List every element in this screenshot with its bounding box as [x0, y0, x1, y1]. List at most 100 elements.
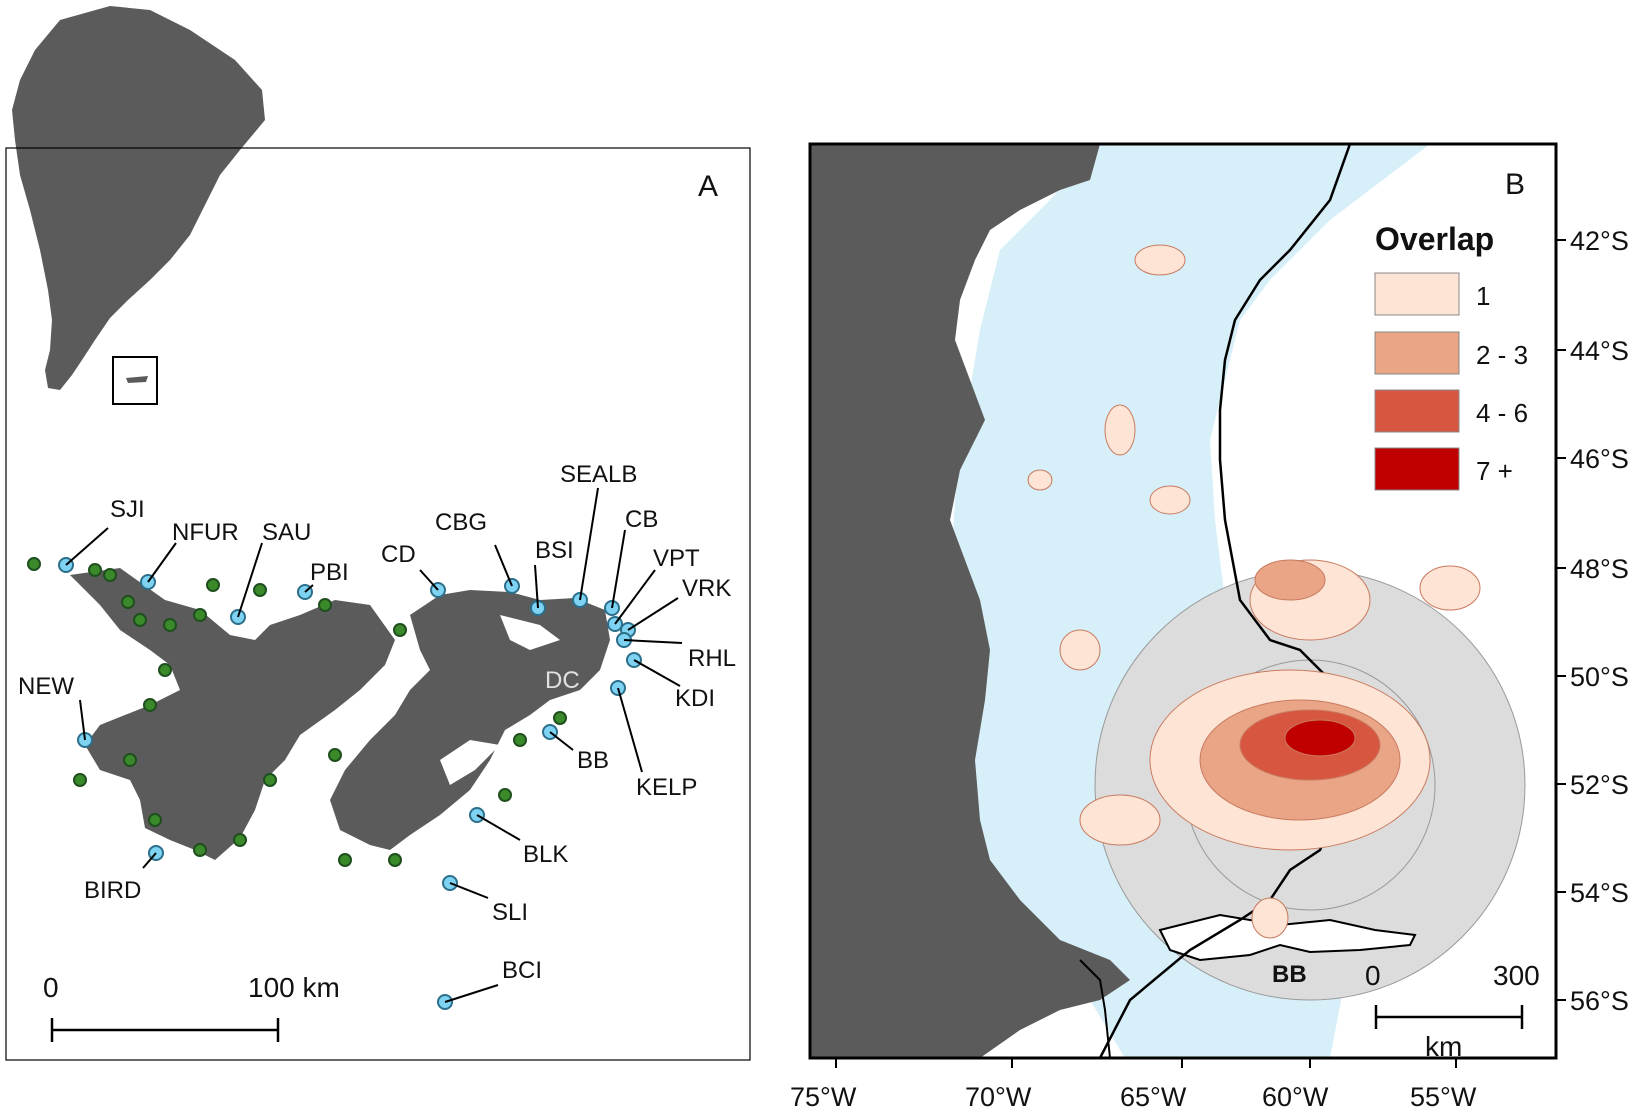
leader-line: [623, 639, 683, 644]
colony-dot: [388, 853, 402, 867]
colony-dot: [263, 773, 277, 787]
leader-line: [633, 659, 681, 687]
leader-line: [65, 527, 109, 566]
panel-a: A: [5, 147, 751, 1061]
leader-line: [147, 542, 177, 583]
latitude-labels: 42°S 44°S 46°S 48°S 50°S 52°S 54°S 56°S: [1570, 226, 1629, 1016]
legend-title: Overlap: [1375, 221, 1494, 257]
north-inlet: [500, 615, 560, 650]
colony-dots-green: [27, 557, 567, 867]
site-label-new: NEW: [18, 673, 74, 700]
leader-line: [142, 852, 157, 869]
falklands-inset-box: [112, 356, 158, 405]
legend-label-1: 1: [1476, 281, 1490, 311]
tierra-del-fuego: [1158, 913, 1417, 962]
patagonia-landmass: [810, 144, 1130, 1058]
panel-a-scale-bar: 0 100 km: [43, 972, 340, 1042]
colony-dot: [498, 788, 512, 802]
latitude-axis: [1556, 239, 1566, 1001]
site-label-cd: CD: [381, 541, 416, 568]
site-label-kdi: KDI: [675, 685, 715, 712]
colony-dot: [318, 598, 332, 612]
leader-line: [419, 569, 439, 591]
argentina-chile-border: [1079, 959, 1111, 1058]
colony-dot: [393, 623, 407, 637]
scale-bar-end: 100 km: [248, 972, 340, 1003]
west-falkland-island: [70, 568, 395, 860]
leader-line: [549, 731, 574, 751]
lat-label: 56°S: [1570, 986, 1629, 1016]
leader-line: [79, 699, 86, 741]
site-label-bsi: BSI: [535, 537, 574, 564]
colony-dot: [233, 833, 247, 847]
overlap-patch: [1419, 565, 1481, 611]
colony-dot: [103, 568, 117, 582]
leader-line: [611, 529, 626, 609]
lat-label: 46°S: [1570, 444, 1629, 474]
longitude-labels: 75°W 70°W 65°W 60°W 55°W: [790, 1082, 1477, 1112]
site-labels: SJI NFUR SAU PBI CD CBG BSI SEALB CB VPT…: [18, 461, 736, 984]
site-label-pbi: PBI: [310, 559, 349, 586]
colony-dot: [158, 663, 172, 677]
site-label-rhl: RHL: [688, 645, 736, 672]
panel-b: B Overlap 1 2 - 3 4 - 6 7 + BB 0 300 km: [790, 142, 1629, 1112]
lat-label: 54°S: [1570, 878, 1629, 908]
panel-b-scale-bar: 0 300 km: [1365, 960, 1540, 1062]
panel-b-map: [810, 144, 1556, 1058]
south-america-inset: [12, 6, 265, 405]
leader-line: [476, 814, 521, 841]
site-label-vpt: VPT: [653, 545, 700, 572]
site-label-vrk: VRK: [682, 575, 731, 602]
panel-a-frame: [5, 147, 751, 1061]
site-label-cb: CB: [625, 506, 658, 533]
panel-b-letter: B: [1505, 168, 1525, 201]
legend-label-4: 7 +: [1476, 456, 1513, 486]
colony-dot: [553, 711, 567, 725]
leader-lines: [65, 487, 683, 1003]
patagonian-shelf: [950, 144, 1430, 1058]
lon-label: 70°W: [965, 1082, 1032, 1112]
leader-line: [494, 544, 513, 587]
colony-dot: [328, 748, 342, 762]
site-label-cbg: CBG: [435, 509, 487, 536]
legend-swatch-4: [1374, 447, 1460, 491]
site-label-bci: BCI: [502, 957, 542, 984]
colony-dot: [143, 698, 157, 712]
lat-label: 52°S: [1570, 770, 1629, 800]
longitude-axis: [835, 1058, 1457, 1068]
site-label-kelp: KELP: [636, 774, 697, 801]
legend-swatch-3: [1374, 389, 1460, 433]
colony-dot: [163, 618, 177, 632]
colony-dot: [121, 595, 135, 609]
overlap-patch: [1027, 469, 1053, 491]
leader-line: [304, 584, 314, 593]
colony-dots-blue: [58, 557, 642, 1010]
legend-swatch-1: [1374, 272, 1460, 316]
scale-bar-end: 300: [1493, 960, 1540, 991]
colony-dot: [206, 578, 220, 592]
place-label-dc: DC: [545, 667, 580, 694]
leader-line: [449, 882, 489, 899]
site-label-sealb: SEALB: [560, 461, 637, 488]
site-label-sli: SLI: [492, 899, 528, 926]
legend-swatch-2: [1374, 331, 1460, 375]
overlap-patch: [1149, 485, 1191, 515]
legend-label-2: 2 - 3: [1476, 340, 1528, 370]
overlap-patch: [1251, 897, 1289, 939]
overlap-patches: [1027, 244, 1481, 939]
lat-label: 50°S: [1570, 662, 1629, 692]
colony-dot: [193, 843, 207, 857]
leader-line: [627, 597, 679, 631]
site-label-bb: BB: [577, 747, 609, 774]
overlap-patch: [1134, 244, 1186, 276]
overlap-patch: [1104, 404, 1136, 456]
site-label-sji: SJI: [110, 496, 145, 523]
colony-dot: [133, 613, 147, 627]
leader-line: [617, 687, 643, 773]
scale-bar-start: 0: [1365, 960, 1381, 991]
lon-label: 75°W: [790, 1082, 857, 1112]
leader-line: [534, 564, 539, 609]
lat-label: 44°S: [1570, 336, 1629, 366]
east-falkland-inlet: [440, 740, 500, 785]
